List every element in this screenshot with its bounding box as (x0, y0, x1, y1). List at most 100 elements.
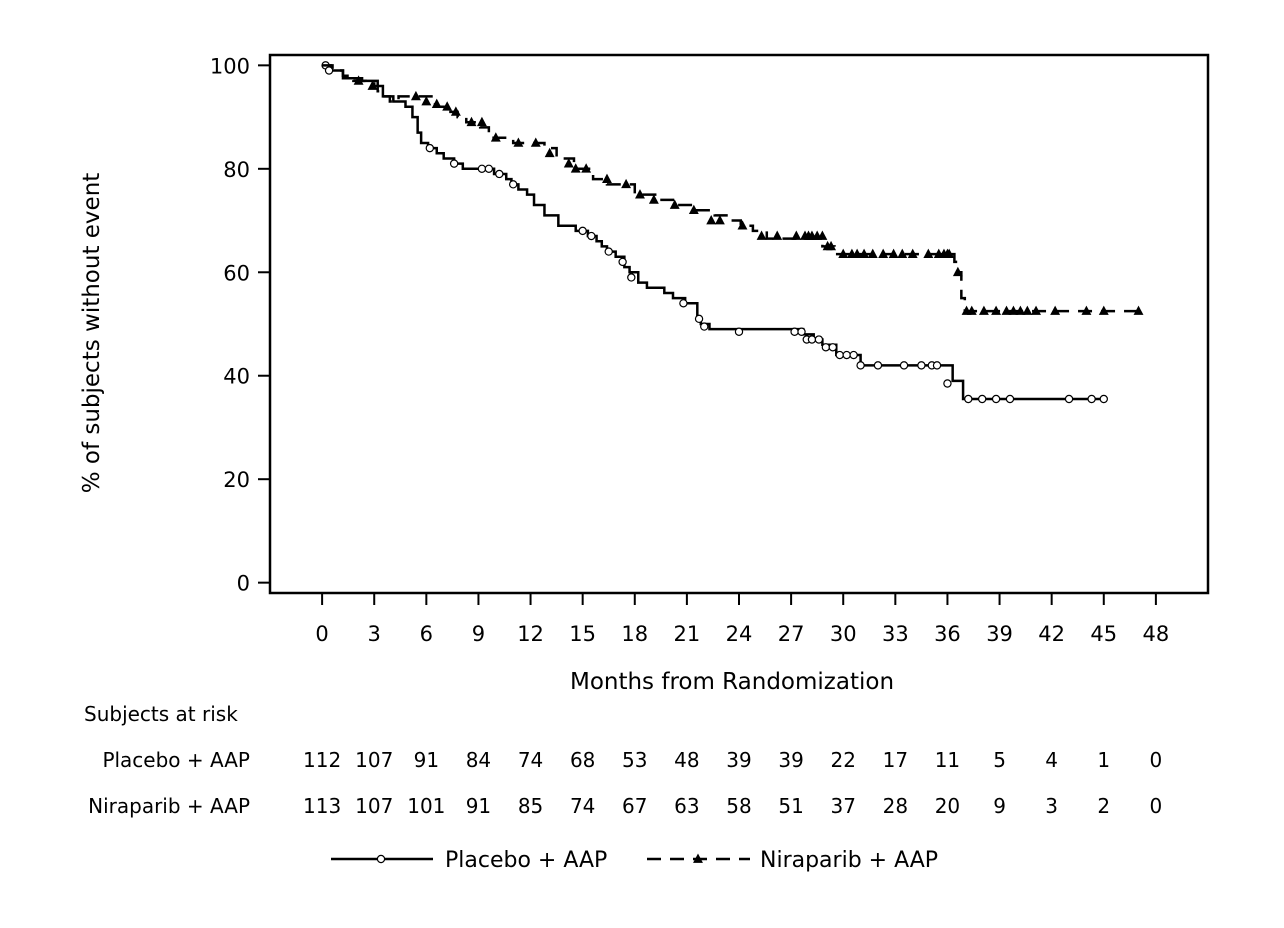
legend-label-niraparib: Niraparib + AAP (760, 848, 938, 873)
censor-marker (604, 247, 613, 256)
censor-marker (932, 361, 942, 370)
legend-marker-niraparib (693, 853, 703, 863)
censor-marker (1031, 305, 1041, 315)
x-tick-label: 3 (368, 622, 381, 646)
censor-marker (878, 248, 889, 259)
censor-marker (978, 305, 989, 315)
risk-cell: 11 (935, 748, 960, 772)
risk-cell: 20 (935, 794, 960, 818)
risk-cell: 9 (993, 794, 1006, 818)
risk-row-label: Placebo + AAP (102, 748, 250, 772)
censor-marker (563, 158, 574, 168)
censor-marker (852, 248, 863, 259)
censor-marker (734, 327, 744, 336)
legend-label-placebo: Placebo + AAP (445, 848, 607, 873)
censor-marker (1081, 305, 1092, 315)
risk-cell: 22 (830, 748, 855, 772)
censor-marker (425, 143, 435, 153)
censor-marker (826, 240, 837, 251)
x-axis: 0 3 6 9 12 15 18 21 24 27 30 33 36 39 42 45 48 (315, 593, 1169, 646)
censor-marker (899, 361, 909, 370)
risk-cell: 39 (778, 748, 803, 772)
censor-marker (476, 116, 487, 127)
censor-marker (1133, 305, 1144, 315)
censor-marker (1098, 305, 1109, 315)
legend-marker-placebo (376, 854, 386, 864)
risk-table-title: Subjects at risk (84, 702, 238, 726)
risk-cell: 74 (570, 794, 595, 818)
censor-marker (991, 305, 1002, 315)
censor-marker (828, 343, 838, 352)
censor-marker (421, 96, 432, 106)
risk-cell: 37 (830, 794, 855, 818)
legend: Placebo + AAP Niraparib + AAP (331, 848, 938, 873)
x-tick-label: 45 (1090, 622, 1117, 646)
censor-marker (706, 215, 717, 225)
series-niraparib (322, 64, 1144, 315)
risk-cell: 84 (466, 748, 491, 772)
risk-cell: 112 (303, 748, 341, 772)
y-axis: 0 20 40 60 80 100 (210, 54, 270, 596)
y-axis-label: % of subjects without event (79, 173, 105, 494)
censor-marker (790, 327, 799, 336)
risk-cell: 28 (883, 794, 908, 818)
censor-marker (817, 230, 828, 240)
risk-cell: 39 (726, 748, 751, 772)
censor-marker (621, 178, 632, 189)
risk-cell: 85 (518, 794, 543, 818)
x-axis-label: Months from Randomization (570, 669, 894, 695)
censor-marker (917, 361, 926, 370)
risk-cell: 67 (622, 794, 647, 818)
censor-marker (495, 169, 504, 179)
risk-cell: 48 (674, 748, 699, 772)
risk-cell: 4 (1045, 748, 1058, 772)
risk-table: Subjects at risk Placebo + AAP 112 107 91 84… (84, 702, 1162, 818)
censor-marker (856, 361, 865, 370)
risk-cell: 58 (726, 794, 751, 818)
censor-marker (466, 116, 477, 127)
censor-marker (544, 147, 555, 158)
censor-marker (838, 248, 849, 259)
censor-marker (442, 101, 453, 111)
censor-marker (508, 180, 518, 189)
series-line (322, 64, 1139, 313)
censor-marker (648, 194, 659, 204)
censor-marker (756, 230, 767, 240)
x-tick-label: 9 (472, 622, 485, 646)
x-tick-label: 0 (315, 622, 328, 646)
x-tick-label: 39 (986, 622, 1013, 646)
risk-cell: 1 (1097, 748, 1110, 772)
censor-marker (923, 248, 934, 259)
censor-marker (324, 66, 334, 75)
censor-marker (490, 132, 501, 142)
censor-marker (714, 215, 725, 225)
censor-marker (943, 379, 952, 388)
censor-marker (581, 163, 592, 173)
censor-marker (353, 75, 364, 85)
censor-marker (821, 343, 831, 352)
censor-marker (1050, 305, 1061, 315)
censor-marker (842, 350, 851, 360)
censor-marker (1022, 305, 1033, 315)
risk-cell: 107 (355, 794, 393, 818)
censor-marker (867, 248, 878, 259)
risk-cell: 74 (518, 748, 543, 772)
censor-marker (807, 335, 817, 344)
x-tick-label: 33 (882, 622, 909, 646)
censor-marker (977, 394, 987, 404)
x-tick-label: 6 (420, 622, 433, 646)
risk-cell: 63 (674, 794, 699, 818)
censor-marker (1099, 394, 1108, 404)
censor-marker (991, 394, 1001, 404)
censor-marker (1087, 394, 1096, 404)
x-tick-label: 48 (1143, 622, 1170, 646)
risk-cell: 91 (414, 748, 439, 772)
x-tick-label: 30 (830, 622, 857, 646)
risk-cell: 3 (1045, 794, 1058, 818)
censor-marker (835, 350, 844, 360)
x-tick-label: 15 (569, 622, 596, 646)
censor-marker (1064, 394, 1074, 404)
risk-cell: 2 (1097, 794, 1110, 818)
risk-cell: 5 (993, 748, 1006, 772)
